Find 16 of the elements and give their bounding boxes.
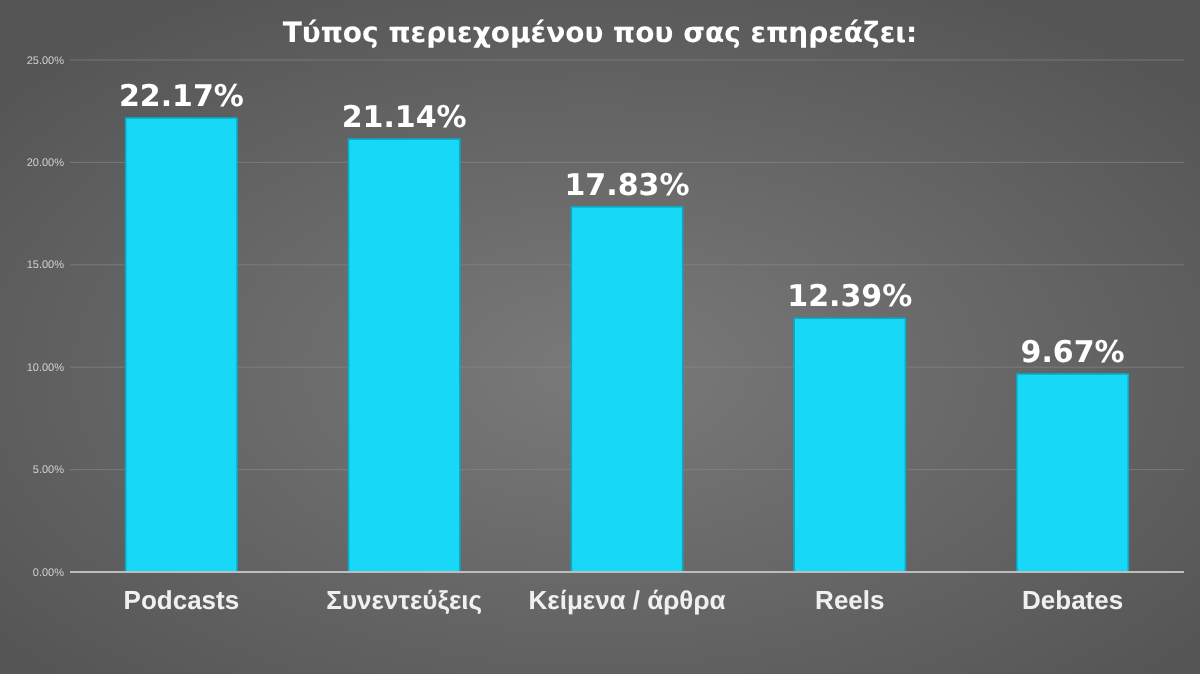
x-tick-label: Συνεντεύξεις — [326, 585, 483, 616]
data-label: 21.14% — [341, 99, 467, 136]
x-tick-label: Debates — [1022, 585, 1124, 616]
bar — [793, 317, 907, 573]
data-label: 17.83% — [564, 166, 690, 203]
bar — [347, 138, 461, 573]
bar — [1016, 373, 1130, 573]
data-label: 9.67% — [1020, 333, 1125, 370]
x-tick-label: Podcasts — [123, 585, 240, 616]
bar — [124, 117, 238, 573]
chart-title: Τύπος περιεχομένου που σας επηρεάζει: — [282, 18, 918, 50]
data-label: 22.17% — [118, 77, 244, 114]
data-label: 12.39% — [787, 278, 913, 315]
bar — [570, 206, 684, 573]
x-tick-label: Κείμενα / άρθρα — [528, 585, 726, 616]
x-tick-label: Reels — [815, 585, 885, 616]
